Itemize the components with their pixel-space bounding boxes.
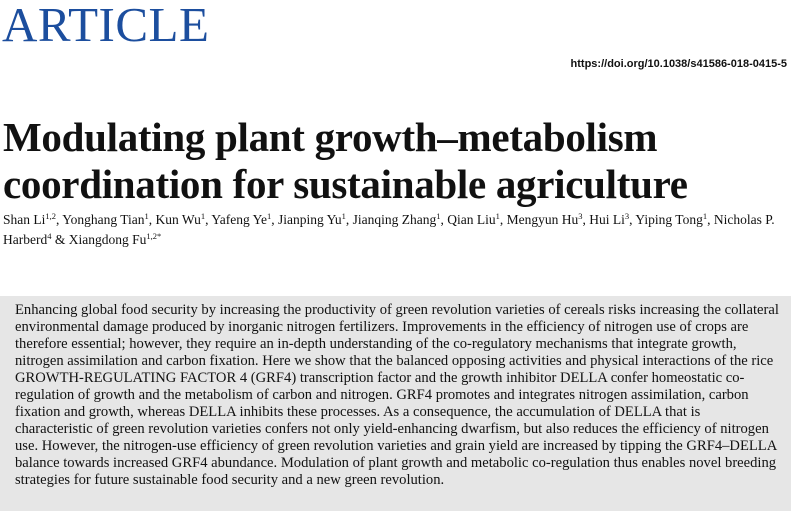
author-list: Shan Li1,2, Yonghang Tian1, Kun Wu1, Yaf… bbox=[3, 210, 788, 250]
author-separator: , bbox=[148, 212, 153, 227]
abstract: Enhancing global food security by increa… bbox=[15, 302, 779, 488]
abstract-box: Enhancing global food security by increa… bbox=[0, 296, 791, 511]
title-line: coordination for sustainable agriculture bbox=[3, 161, 688, 207]
author-name: Qian Liu bbox=[447, 212, 496, 227]
author-separator: & bbox=[54, 232, 66, 247]
author-separator: , bbox=[271, 212, 275, 227]
author-separator: , bbox=[345, 212, 350, 227]
doi: https://doi.org/10.1038/s41586-018-0415-… bbox=[570, 58, 787, 70]
author-affiliation: 1 bbox=[436, 211, 441, 221]
author-name: Jianqing Zhang bbox=[352, 212, 437, 227]
author-name: Xiangdong Fu bbox=[68, 232, 147, 247]
author-name: Yonghang Tian bbox=[62, 212, 145, 227]
author-separator: , bbox=[499, 212, 504, 227]
author-separator: , bbox=[629, 212, 633, 227]
author-name: Yafeng Ye bbox=[211, 212, 268, 227]
author-separator: , bbox=[205, 212, 209, 227]
author-name: Jianping Yu bbox=[278, 212, 342, 227]
author-separator: , bbox=[56, 212, 60, 227]
author-separator: , bbox=[707, 212, 711, 227]
author-name: Shan Li bbox=[3, 212, 46, 227]
author-affiliation: 1 bbox=[267, 211, 272, 221]
author-name: Kun Wu bbox=[155, 212, 201, 227]
author-affiliation: 1 bbox=[702, 211, 708, 221]
author-affiliation: 1 bbox=[144, 211, 149, 221]
author-name: Mengyun Hu bbox=[506, 212, 579, 227]
author-name: Yiping Tong bbox=[635, 212, 703, 227]
author-affiliation: 1 bbox=[495, 211, 500, 221]
author-separator: , bbox=[440, 212, 444, 227]
author-affiliation: 1 bbox=[341, 211, 346, 221]
author-affiliation: 4 bbox=[47, 231, 52, 241]
author-name: Hui Li bbox=[589, 212, 625, 227]
author-affiliation: 3 bbox=[624, 211, 630, 221]
author-name: Nicholas P. Harberd bbox=[3, 212, 775, 247]
article-title: Modulating plant growth–metabolism coordi… bbox=[3, 114, 688, 208]
author-affiliation: 1,2* bbox=[146, 231, 162, 241]
article-type: ARTICLE bbox=[2, 0, 210, 52]
author-affiliation: 1,2 bbox=[45, 211, 56, 221]
title-line: Modulating plant growth–metabolism bbox=[3, 114, 658, 160]
author-affiliation: 1 bbox=[200, 211, 206, 221]
author-affiliation: 3 bbox=[578, 211, 583, 221]
author-separator: , bbox=[582, 212, 586, 227]
